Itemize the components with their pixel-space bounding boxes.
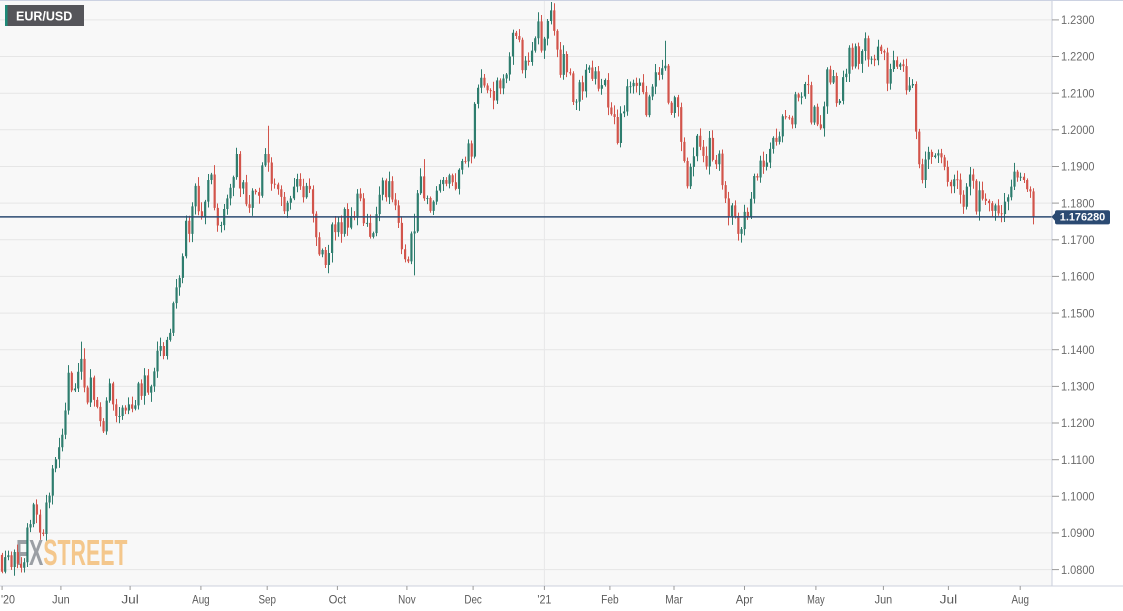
- svg-text:Jul: Jul: [940, 593, 958, 607]
- svg-text:Aug: Aug: [1011, 593, 1029, 607]
- svg-text:'21: '21: [537, 593, 551, 607]
- svg-text:1.0900: 1.0900: [1061, 526, 1095, 540]
- svg-text:Dec: Dec: [464, 593, 482, 607]
- svg-text:May: May: [807, 593, 825, 607]
- svg-text:Nov: Nov: [398, 593, 416, 607]
- svg-text:1.0800: 1.0800: [1061, 563, 1095, 577]
- svg-text:Jun: Jun: [52, 593, 70, 607]
- svg-text:Feb: Feb: [601, 593, 619, 607]
- svg-text:1.1600: 1.1600: [1061, 270, 1095, 284]
- svg-text:1.1400: 1.1400: [1061, 343, 1095, 357]
- svg-text:1.2300: 1.2300: [1061, 13, 1095, 27]
- svg-text:1.1300: 1.1300: [1061, 380, 1095, 394]
- svg-text:Sep: Sep: [258, 593, 276, 607]
- svg-text:Mar: Mar: [665, 593, 683, 607]
- svg-text:Jun: Jun: [875, 593, 893, 607]
- svg-text:1.1200: 1.1200: [1061, 416, 1095, 430]
- svg-text:FXSTREET: FXSTREET: [16, 533, 127, 573]
- svg-text:Jul: Jul: [121, 593, 139, 607]
- svg-text:'20: '20: [1, 593, 15, 607]
- svg-text:1.176280: 1.176280: [1060, 212, 1106, 224]
- svg-text:1.1800: 1.1800: [1061, 196, 1095, 210]
- svg-text:1.2000: 1.2000: [1061, 123, 1095, 137]
- svg-text:1.1500: 1.1500: [1061, 306, 1095, 320]
- svg-text:Oct: Oct: [329, 593, 347, 607]
- svg-text:1.1100: 1.1100: [1061, 453, 1095, 467]
- svg-text:EUR/USD: EUR/USD: [16, 10, 72, 24]
- svg-text:1.1900: 1.1900: [1061, 160, 1095, 174]
- svg-text:1.1700: 1.1700: [1061, 233, 1095, 247]
- svg-text:1.1000: 1.1000: [1061, 490, 1095, 504]
- svg-text:Aug: Aug: [192, 593, 210, 607]
- svg-text:Apr: Apr: [736, 593, 754, 607]
- svg-text:1.2200: 1.2200: [1061, 50, 1095, 64]
- svg-text:1.2100: 1.2100: [1061, 86, 1095, 100]
